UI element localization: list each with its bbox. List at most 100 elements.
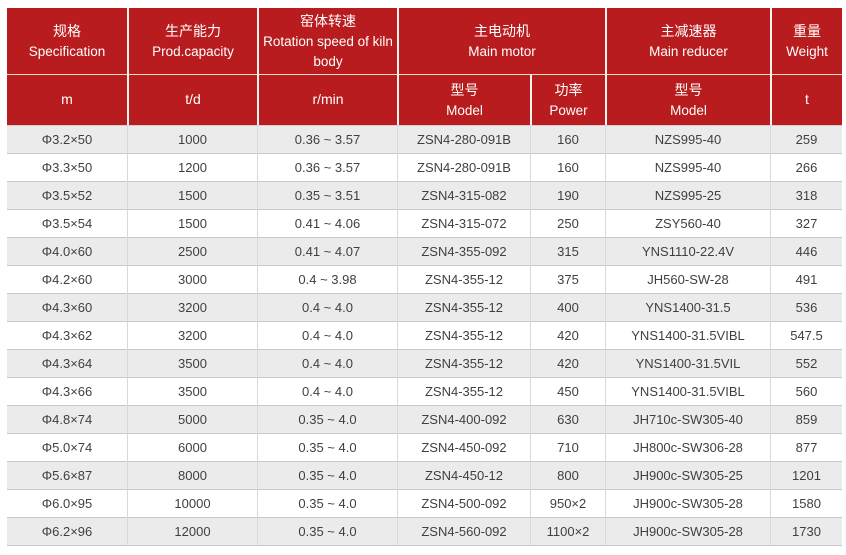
cell-capacity: 5000 [127, 406, 257, 434]
cell-rotation-speed: 0.36 ~ 3.57 [257, 154, 397, 182]
subheader-reducer-model: 型号 Model [605, 75, 770, 125]
cell-motor-model: ZSN4-450-092 [397, 434, 530, 462]
header-specification-zh: 规格 [53, 22, 81, 39]
cell-rotation-speed: 0.36 ~ 3.57 [257, 125, 397, 154]
cell-specification: Φ5.6×87 [7, 462, 127, 490]
cell-capacity: 3200 [127, 294, 257, 322]
unit-capacity-label: t/d [185, 91, 201, 107]
cell-motor-model: ZSN4-560-092 [397, 518, 530, 546]
subheader-motor-model-en: Model [446, 102, 483, 118]
cell-capacity: 3200 [127, 322, 257, 350]
cell-rotation-speed: 0.4 ~ 4.0 [257, 378, 397, 406]
cell-motor-model: ZSN4-355-12 [397, 322, 530, 350]
cell-motor-power: 375 [530, 266, 605, 294]
header-weight-en: Weight [786, 43, 828, 59]
cell-reducer-model: NZS995-40 [605, 125, 770, 154]
unit-weight-label: t [805, 91, 809, 107]
cell-specification: Φ4.3×62 [7, 322, 127, 350]
subheader-reducer-model-zh: 型号 [674, 81, 703, 98]
header-title-row: 规格 Specification 生产能力 Prod.capacity 窑体转速… [7, 8, 842, 75]
cell-motor-power: 160 [530, 154, 605, 182]
cell-rotation-speed: 0.35 ~ 4.0 [257, 406, 397, 434]
cell-weight: 491 [770, 266, 842, 294]
table-header: 规格 Specification 生产能力 Prod.capacity 窑体转速… [7, 8, 842, 125]
cell-motor-model: ZSN4-355-12 [397, 294, 530, 322]
cell-weight: 547.5 [770, 322, 842, 350]
cell-reducer-model: JH710c-SW305-40 [605, 406, 770, 434]
cell-reducer-model: YNS1400-31.5 [605, 294, 770, 322]
header-main-motor-zh: 主电动机 [474, 22, 530, 39]
cell-capacity: 1500 [127, 182, 257, 210]
subheader-motor-model: 型号 Model [397, 75, 530, 125]
cell-capacity: 3500 [127, 350, 257, 378]
cell-motor-power: 420 [530, 322, 605, 350]
cell-motor-model: ZSN4-280-091B [397, 125, 530, 154]
cell-motor-model: ZSN4-500-092 [397, 490, 530, 518]
cell-reducer-model: JH900c-SW305-28 [605, 518, 770, 546]
cell-specification: Φ4.8×74 [7, 406, 127, 434]
cell-motor-power: 710 [530, 434, 605, 462]
cell-motor-power: 950×2 [530, 490, 605, 518]
cell-motor-power: 800 [530, 462, 605, 490]
cell-weight: 1730 [770, 518, 842, 546]
cell-specification: Φ4.3×60 [7, 294, 127, 322]
table-row: Φ4.3×62 3200 0.4 ~ 4.0 ZSN4-355-12 420 YNS140… [7, 322, 842, 350]
cell-motor-model: ZSN4-400-092 [397, 406, 530, 434]
cell-capacity: 8000 [127, 462, 257, 490]
table-row: Φ3.3×50 1200 0.36 ~ 3.57 ZSN4-280-091B 160 NZ… [7, 154, 842, 182]
table-row: Φ5.0×74 6000 0.35 ~ 4.0 ZSN4-450-092 710 JH80… [7, 434, 842, 462]
header-rotation-speed: 窑体转速 Rotation speed of kiln body [257, 8, 397, 75]
cell-motor-power: 630 [530, 406, 605, 434]
cell-capacity: 2500 [127, 238, 257, 266]
cell-weight: 552 [770, 350, 842, 378]
cell-motor-model: ZSN4-450-12 [397, 462, 530, 490]
table-row: Φ6.2×96 12000 0.35 ~ 4.0 ZSN4-560-092 1100×2… [7, 518, 842, 546]
cell-motor-model: ZSN4-355-12 [397, 266, 530, 294]
table-body: Φ3.2×50 1000 0.36 ~ 3.57 ZSN4-280-091B 160 NZ… [7, 125, 842, 546]
cell-motor-power: 1100×2 [530, 518, 605, 546]
cell-motor-model: ZSN4-355-092 [397, 238, 530, 266]
cell-reducer-model: JH900c-SW305-28 [605, 490, 770, 518]
cell-specification: Φ3.2×50 [7, 125, 127, 154]
unit-rotation-speed-label: r/min [312, 91, 344, 107]
cell-reducer-model: NZS995-40 [605, 154, 770, 182]
cell-weight: 327 [770, 210, 842, 238]
cell-specification: Φ4.2×60 [7, 266, 127, 294]
cell-rotation-speed: 0.35 ~ 4.0 [257, 518, 397, 546]
table-row: Φ4.3×60 3200 0.4 ~ 4.0 ZSN4-355-12 400 YNS140… [7, 294, 842, 322]
table-row: Φ4.0×60 2500 0.41 ~ 4.07 ZSN4-355-092 315 YNS… [7, 238, 842, 266]
cell-motor-model: ZSN4-280-091B [397, 154, 530, 182]
cell-reducer-model: JH560-SW-28 [605, 266, 770, 294]
unit-specification-label: m [61, 91, 73, 107]
table-row: Φ4.8×74 5000 0.35 ~ 4.0 ZSN4-400-092 630 JH71… [7, 406, 842, 434]
header-main-motor: 主电动机 Main motor [397, 8, 605, 75]
header-main-reducer-en: Main reducer [649, 43, 728, 59]
cell-weight: 1201 [770, 462, 842, 490]
cell-rotation-speed: 0.4 ~ 4.0 [257, 350, 397, 378]
cell-motor-model: ZSN4-355-12 [397, 378, 530, 406]
cell-reducer-model: NZS995-25 [605, 182, 770, 210]
cell-reducer-model: JH900c-SW305-25 [605, 462, 770, 490]
cell-reducer-model: ZSY560-40 [605, 210, 770, 238]
table-row: Φ4.3×66 3500 0.4 ~ 4.0 ZSN4-355-12 450 YNS140… [7, 378, 842, 406]
cell-specification: Φ3.3×50 [7, 154, 127, 182]
cell-rotation-speed: 0.4 ~ 4.0 [257, 322, 397, 350]
cell-reducer-model: YNS1400-31.5VIL [605, 350, 770, 378]
cell-capacity: 10000 [127, 490, 257, 518]
cell-specification: Φ4.3×66 [7, 378, 127, 406]
kiln-specification-table: 规格 Specification 生产能力 Prod.capacity 窑体转速… [7, 8, 842, 546]
cell-weight: 1580 [770, 490, 842, 518]
cell-capacity: 6000 [127, 434, 257, 462]
subheader-reducer-model-en: Model [670, 102, 707, 118]
cell-rotation-speed: 0.35 ~ 3.51 [257, 182, 397, 210]
table-row: Φ6.0×95 10000 0.35 ~ 4.0 ZSN4-500-092 950×2 J… [7, 490, 842, 518]
cell-motor-model: ZSN4-315-082 [397, 182, 530, 210]
cell-motor-model: ZSN4-355-12 [397, 350, 530, 378]
unit-rotation-speed: r/min [257, 75, 397, 125]
cell-capacity: 1500 [127, 210, 257, 238]
cell-motor-power: 160 [530, 125, 605, 154]
subheader-motor-power-en: Power [549, 102, 588, 118]
cell-specification: Φ5.0×74 [7, 434, 127, 462]
header-capacity-en: Prod.capacity [152, 43, 234, 59]
cell-motor-power: 450 [530, 378, 605, 406]
